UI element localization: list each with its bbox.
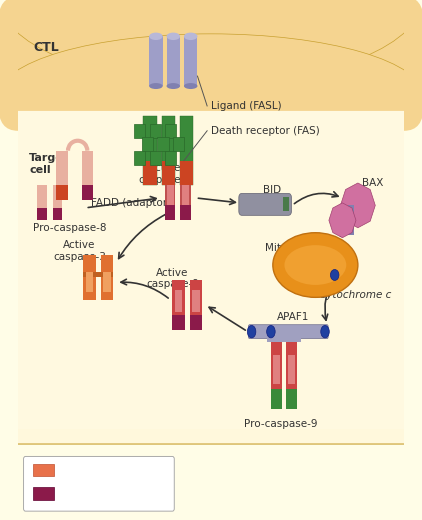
Bar xyxy=(172,280,185,330)
Bar xyxy=(271,340,282,409)
Ellipse shape xyxy=(149,33,163,40)
Ellipse shape xyxy=(167,33,180,40)
Bar xyxy=(175,290,182,313)
Bar xyxy=(348,205,354,235)
Ellipse shape xyxy=(267,326,275,338)
Bar xyxy=(103,272,111,292)
Ellipse shape xyxy=(284,245,346,285)
Ellipse shape xyxy=(321,326,329,338)
Ellipse shape xyxy=(273,233,358,297)
Text: Cytochrome c: Cytochrome c xyxy=(319,290,392,300)
Bar xyxy=(180,205,191,220)
FancyBboxPatch shape xyxy=(2,111,420,429)
Bar xyxy=(167,36,180,86)
Bar xyxy=(33,464,54,476)
Text: Pro-caspase-8: Pro-caspase-8 xyxy=(33,223,107,233)
FancyBboxPatch shape xyxy=(0,0,422,131)
Bar xyxy=(165,176,176,220)
Text: Pro-caspase-9: Pro-caspase-9 xyxy=(244,419,317,429)
Bar xyxy=(37,208,47,220)
Bar xyxy=(190,280,202,330)
Bar xyxy=(182,186,189,205)
Bar xyxy=(52,208,62,220)
Bar xyxy=(180,161,193,186)
Ellipse shape xyxy=(184,83,197,89)
Bar xyxy=(101,255,113,300)
Bar xyxy=(184,36,197,86)
Bar xyxy=(287,389,297,409)
Bar xyxy=(180,116,193,186)
Bar xyxy=(52,186,62,220)
Bar xyxy=(81,151,93,200)
Text: APAF1: APAF1 xyxy=(277,312,309,322)
Text: BID: BID xyxy=(263,186,281,196)
Ellipse shape xyxy=(247,326,256,338)
Bar xyxy=(143,116,157,186)
Bar xyxy=(192,290,200,313)
Bar xyxy=(287,340,297,409)
Bar xyxy=(57,186,68,200)
Bar xyxy=(190,315,202,330)
Ellipse shape xyxy=(167,83,180,89)
Ellipse shape xyxy=(184,33,197,40)
Bar xyxy=(267,336,301,342)
Ellipse shape xyxy=(330,269,339,280)
FancyBboxPatch shape xyxy=(239,193,292,215)
Bar xyxy=(84,271,113,278)
Bar xyxy=(143,161,157,186)
Text: Mitochondrion: Mitochondrion xyxy=(265,243,340,253)
Bar xyxy=(149,36,163,86)
Bar xyxy=(84,255,96,300)
FancyBboxPatch shape xyxy=(249,324,328,339)
Bar xyxy=(167,186,173,205)
Text: BAX: BAX xyxy=(362,178,383,188)
Bar xyxy=(162,161,175,186)
Ellipse shape xyxy=(149,83,163,89)
Bar xyxy=(273,355,280,384)
Bar xyxy=(86,272,94,292)
FancyBboxPatch shape xyxy=(24,457,174,511)
Text: FADD (adaptor): FADD (adaptor) xyxy=(91,198,171,208)
Bar xyxy=(180,176,191,220)
Text: Active
caspase-8: Active caspase-8 xyxy=(138,163,191,185)
Bar xyxy=(37,186,47,220)
Text: Target
cell: Target cell xyxy=(30,153,69,175)
Bar xyxy=(162,116,175,186)
Bar xyxy=(271,389,282,409)
Text: Death-effector domain: Death-effector domain xyxy=(58,489,169,499)
Bar xyxy=(81,186,93,200)
Text: Ligand (FASL): Ligand (FASL) xyxy=(211,101,281,111)
Text: Active
caspase-9: Active caspase-9 xyxy=(146,267,199,289)
Bar xyxy=(288,355,295,384)
FancyBboxPatch shape xyxy=(0,71,422,444)
Text: Death receptor (FAS): Death receptor (FAS) xyxy=(211,126,320,136)
Text: CTL: CTL xyxy=(33,41,59,54)
Bar xyxy=(172,315,185,330)
Ellipse shape xyxy=(0,0,422,84)
Bar xyxy=(165,205,176,220)
Text: Active
caspase-3: Active caspase-3 xyxy=(53,240,106,262)
Bar xyxy=(282,198,289,211)
Bar xyxy=(57,151,68,200)
Bar xyxy=(33,487,54,500)
Ellipse shape xyxy=(0,34,422,158)
Text: Death domain: Death domain xyxy=(58,465,128,475)
